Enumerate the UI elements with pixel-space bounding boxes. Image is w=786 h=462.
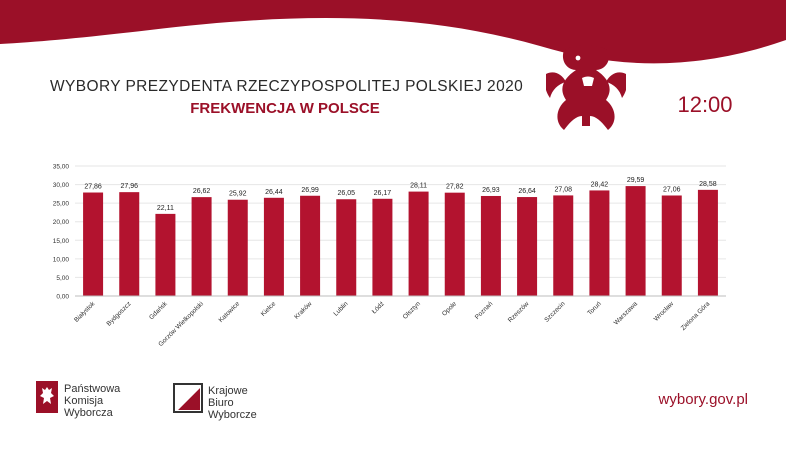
bar-value-label: 26,05 [337,190,355,197]
bar [553,195,574,296]
eagle-emblem-icon [546,30,626,130]
x-tick-label: Olsztyn [402,300,423,321]
bar-value-label: 28,11 [410,183,427,190]
y-tick-label: 5,00 [56,275,69,282]
y-tick-label: 20,00 [53,219,70,226]
bar-value-label: 27,86 [84,184,102,191]
y-tick-label: 10,00 [53,256,70,263]
bar [155,213,176,296]
bar-value-label: 26,44 [265,189,283,196]
pkw-logo-text: Państwowa Komisja Wyborcza [64,383,121,419]
x-tick-label: Kielce [260,300,278,318]
x-tick-label: Lublin [332,300,349,317]
y-tick-label: 30,00 [53,182,70,189]
page-title: WYBORY PREZYDENTA RZECZYPOSPOLITEJ POLSK… [50,78,524,95]
bar-value-label: 28,42 [591,181,609,188]
y-tick-label: 0,00 [56,294,69,301]
y-tick-label: 15,00 [53,238,70,245]
x-tick-label: Rzeszów [507,300,531,324]
website-link[interactable]: wybory.gov.pl [658,391,748,408]
bar [227,199,248,296]
bar-value-label: 26,62 [193,188,211,195]
chart-grid [75,165,726,278]
y-tick-label: 35,00 [53,164,70,171]
bar [336,199,357,296]
bar-value-label: 27,96 [120,183,138,190]
bar [300,195,321,296]
bar-value-label: 27,08 [554,186,572,193]
header-wave [0,0,786,64]
bar [517,197,538,296]
kbw-logo-icon [173,383,203,413]
value-labels: 27,86 27,96 22,11 26,62 25,92 26,44 26,99 26,05… [84,177,716,212]
kbw-logo-text: Krajowe Biuro Wyborcze [208,385,257,421]
x-tick-label: Łódź [371,300,386,315]
bar [119,192,140,296]
bar-value-label: 28,58 [699,181,717,188]
bar [372,198,393,296]
bar [408,191,429,296]
x-tick-label: Opole [441,300,458,317]
x-tick-label: Bydgoszcz [105,300,132,327]
bar [444,192,465,296]
x-tick-label: Wrocław [653,300,676,323]
bar [263,197,284,296]
x-tick-label: Białystok [73,300,97,324]
x-tick-label: Warszawa [613,300,640,327]
pkw-logo-icon [36,381,58,413]
bar-value-label: 22,11 [157,205,174,212]
bar-value-label: 27,82 [446,184,464,191]
y-tick-label: 25,00 [53,201,70,208]
bar [697,189,718,296]
x-tick-label: Kraków [293,300,313,320]
turnout-bar-chart: 0,00 5,00 10,00 15,00 20,00 25,00 30,00 35,00 2… [53,164,726,348]
bar [191,197,212,296]
x-tick-label: Poznań [474,300,495,321]
bar [480,195,501,296]
bar [661,195,682,296]
bar [83,192,104,296]
y-axis-ticks: 0,00 5,00 10,00 15,00 20,00 25,00 30,00 35,00 [53,164,70,301]
x-tick-label: Gdańsk [148,300,169,321]
x-tick-label: Toruń [586,300,603,317]
bar-value-label: 29,59 [627,177,645,184]
time-label: 12:00 [677,92,733,117]
chart-bars [83,186,718,296]
bar [589,190,610,296]
bar-value-label: 26,17 [374,190,392,197]
page-subtitle: FREKWENCJA W POLSCE [190,100,380,117]
bar-value-label: 27,06 [663,186,681,193]
x-tick-label: Zielona Góra [680,300,712,332]
bar [625,186,646,296]
x-tick-label: Szczecin [543,300,567,324]
bar-value-label: 26,99 [301,187,319,194]
bar-value-label: 26,64 [518,188,536,195]
x-tick-label: Katowice [218,300,242,324]
bar-value-label: 25,92 [229,191,247,198]
bar-value-label: 26,93 [482,187,500,194]
